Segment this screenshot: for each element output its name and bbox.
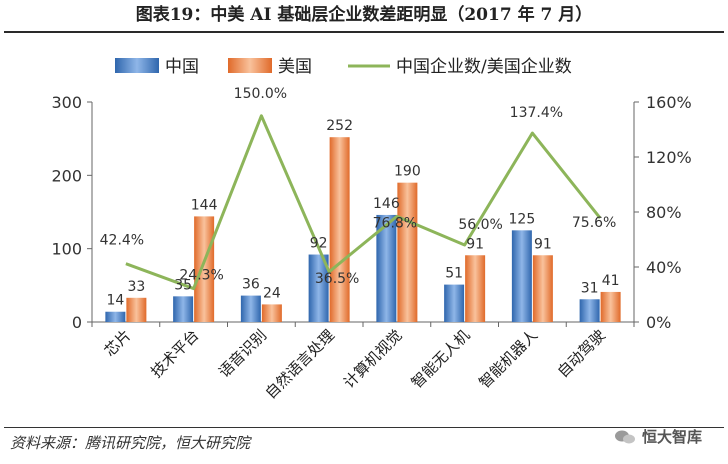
bars bbox=[105, 137, 621, 322]
legend-label-usa: 美国 bbox=[278, 57, 312, 77]
ratio-label: 42.4% bbox=[100, 233, 144, 249]
axes: 0 100 200 300 0% 40% 80% 120% 160% 芯片 技术平台 语音识别自然语言… bbox=[51, 93, 691, 402]
ratio-series-line bbox=[125, 114, 602, 291]
bar-label-usa: 91 bbox=[466, 236, 484, 252]
bar-label-china: 92 bbox=[310, 236, 328, 252]
bar-label-china: 35 bbox=[174, 277, 192, 293]
source-divider bbox=[4, 427, 724, 428]
x-tick-label: 智能机器人 bbox=[475, 326, 541, 392]
x-tick-label: 技术平台 bbox=[147, 326, 202, 381]
bar-label-usa: 190 bbox=[394, 164, 421, 180]
bar-usa bbox=[600, 291, 621, 322]
ratio-label: 150.0% bbox=[234, 86, 287, 102]
y-left-tick-label: 100 bbox=[51, 240, 82, 259]
y-left-tick-label: 0 bbox=[72, 313, 82, 332]
y-left-tick-label: 200 bbox=[51, 166, 82, 185]
bar-usa bbox=[329, 137, 350, 322]
x-tick-label: 语音识别 bbox=[215, 326, 270, 381]
bar-label-china: 146 bbox=[373, 196, 400, 212]
bar-usa bbox=[194, 216, 215, 322]
legend-swatch-usa bbox=[228, 58, 272, 73]
bar-china bbox=[308, 254, 329, 322]
bar-china bbox=[444, 284, 465, 322]
y-right-tick-label: 160% bbox=[646, 93, 692, 112]
x-tick-label: 计算机视觉 bbox=[340, 326, 406, 392]
bar-usa bbox=[532, 255, 553, 322]
ratio-label: 24.3% bbox=[179, 268, 223, 284]
bar-label-usa: 24 bbox=[263, 285, 281, 301]
watermark-text: 恒大智库 bbox=[641, 428, 702, 446]
source-note: 资料来源：腾讯研究院，恒大研究院 bbox=[10, 434, 251, 452]
bar-china bbox=[376, 214, 397, 322]
bar-china bbox=[511, 230, 532, 322]
combo-chart: 0 100 200 300 0% 40% 80% 120% 160% 芯片 技术平台 语音识别自然语言… bbox=[51, 57, 691, 402]
watermark: 恒大智库 bbox=[614, 426, 702, 447]
x-tick-label: 自然语言处理 bbox=[262, 326, 338, 402]
legend-label-ratio: 中国企业数/美国企业数 bbox=[396, 57, 572, 77]
y-right-tick-label: 0% bbox=[646, 313, 671, 332]
legend: 中国 美国 中国企业数/美国企业数 bbox=[115, 57, 572, 77]
y-left-tick-label: 300 bbox=[51, 93, 82, 112]
chart-title: 图表19：中美 AI 基础层企业数差距明显（2017 年 7 月） bbox=[135, 5, 593, 25]
ratio-label: 36.5% bbox=[315, 271, 359, 287]
legend-label-china: 中国 bbox=[165, 57, 199, 77]
bar-label-usa: 41 bbox=[602, 273, 620, 289]
bar-label-usa: 144 bbox=[191, 197, 218, 213]
title-divider bbox=[4, 31, 724, 33]
y-right-tick-label: 120% bbox=[646, 148, 692, 167]
ratio-label: 75.6% bbox=[572, 215, 616, 231]
bar-china bbox=[579, 299, 600, 322]
bar-usa bbox=[261, 304, 282, 322]
wechat-icon bbox=[614, 429, 636, 445]
bar-label-china: 51 bbox=[445, 266, 463, 282]
x-tick-label: 芯片 bbox=[101, 326, 135, 360]
bar-label-usa: 91 bbox=[534, 236, 552, 252]
bar-label-usa: 33 bbox=[127, 279, 145, 295]
bar-label-usa: 252 bbox=[326, 118, 353, 134]
bar-usa bbox=[465, 255, 486, 322]
bar-usa bbox=[126, 297, 147, 322]
ratio-label: 56.0% bbox=[458, 217, 502, 233]
y-right-tick-label: 80% bbox=[646, 203, 682, 222]
bar-label-china: 125 bbox=[509, 211, 536, 227]
bar-label-china: 36 bbox=[242, 277, 260, 293]
bar-label-china: 14 bbox=[106, 293, 124, 309]
y-right-tick-label: 40% bbox=[646, 258, 682, 277]
bar-china bbox=[240, 295, 261, 322]
bar-usa bbox=[397, 182, 418, 322]
bar-china bbox=[173, 296, 194, 322]
bar-label-china: 31 bbox=[581, 280, 599, 296]
x-tick-label: 智能无人机 bbox=[408, 326, 474, 392]
ratio-label: 76.8% bbox=[373, 215, 417, 231]
ratio-label: 137.4% bbox=[510, 105, 563, 121]
bar-china bbox=[105, 311, 126, 322]
legend-swatch-china bbox=[115, 58, 159, 73]
x-tick-label: 自动驾驶 bbox=[554, 326, 609, 381]
ratio-line bbox=[125, 114, 602, 291]
